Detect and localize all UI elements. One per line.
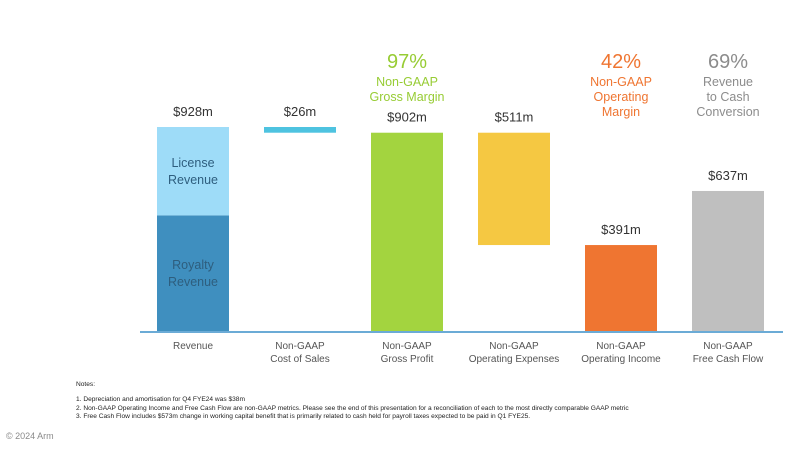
callout-percent: 42% bbox=[601, 51, 641, 73]
callout-label: Non-GAAP bbox=[376, 75, 438, 89]
bar-value-label: $928m bbox=[173, 104, 213, 119]
x-tick-label: Non-GAAP bbox=[275, 341, 325, 352]
bar-5 bbox=[585, 245, 657, 331]
x-tick-label: Operating Income bbox=[581, 354, 661, 365]
footnote-3: 3. Free Cash Flow includes $573m change … bbox=[76, 412, 531, 420]
bar-segment-2 bbox=[157, 127, 229, 216]
x-tick-label: Non-GAAP bbox=[703, 341, 753, 352]
bar-value-label: $391m bbox=[601, 222, 641, 237]
bar-value-label: $637m bbox=[708, 168, 748, 183]
callout-percent: 69% bbox=[708, 51, 748, 73]
bar-2 bbox=[264, 127, 336, 133]
segment-label: Revenue bbox=[168, 173, 218, 187]
footnote-2: 2. Non-GAAP Operating Income and Free Ca… bbox=[76, 404, 629, 412]
callout-label: Revenue bbox=[703, 75, 753, 89]
callout-label: Operating bbox=[594, 90, 649, 104]
callout-label: Margin bbox=[602, 105, 640, 119]
x-tick-label: Non-GAAP bbox=[382, 341, 432, 352]
x-tick-label: Free Cash Flow bbox=[693, 354, 764, 365]
bar-value-label: $26m bbox=[284, 104, 317, 119]
x-tick-label: Non-GAAP bbox=[596, 341, 646, 352]
callout-label: to Cash bbox=[706, 90, 749, 104]
callout-percent: 97% bbox=[387, 51, 427, 73]
bar-value-label: $902m bbox=[387, 110, 427, 125]
segment-label: Royalty bbox=[172, 258, 214, 272]
copyright-text: © 2024 Arm bbox=[6, 431, 54, 441]
x-tick-label: Cost of Sales bbox=[270, 354, 329, 365]
x-tick-label: Gross Profit bbox=[381, 354, 434, 365]
bar-4 bbox=[478, 132, 550, 246]
x-tick-label: Non-GAAP bbox=[489, 341, 539, 352]
callout-label: Gross Margin bbox=[369, 90, 444, 104]
bar-segment-1 bbox=[157, 215, 229, 331]
callout-label: Conversion bbox=[696, 105, 759, 119]
notes-title: Notes: bbox=[76, 381, 96, 388]
x-tick-label: Revenue bbox=[173, 341, 213, 352]
segment-label: License bbox=[171, 156, 214, 170]
bar-3 bbox=[371, 132, 443, 331]
segment-label: Revenue bbox=[168, 275, 218, 289]
x-tick-label: Operating Expenses bbox=[469, 354, 560, 365]
bar-value-label: $511m bbox=[495, 110, 534, 125]
callout-label: Non-GAAP bbox=[590, 75, 652, 89]
footnotes: Notes: 1. Depreciation and amortisation … bbox=[76, 381, 796, 421]
footnote-1: 1. Depreciation and amortisation for Q4 … bbox=[76, 396, 245, 404]
bar-6 bbox=[692, 190, 764, 331]
